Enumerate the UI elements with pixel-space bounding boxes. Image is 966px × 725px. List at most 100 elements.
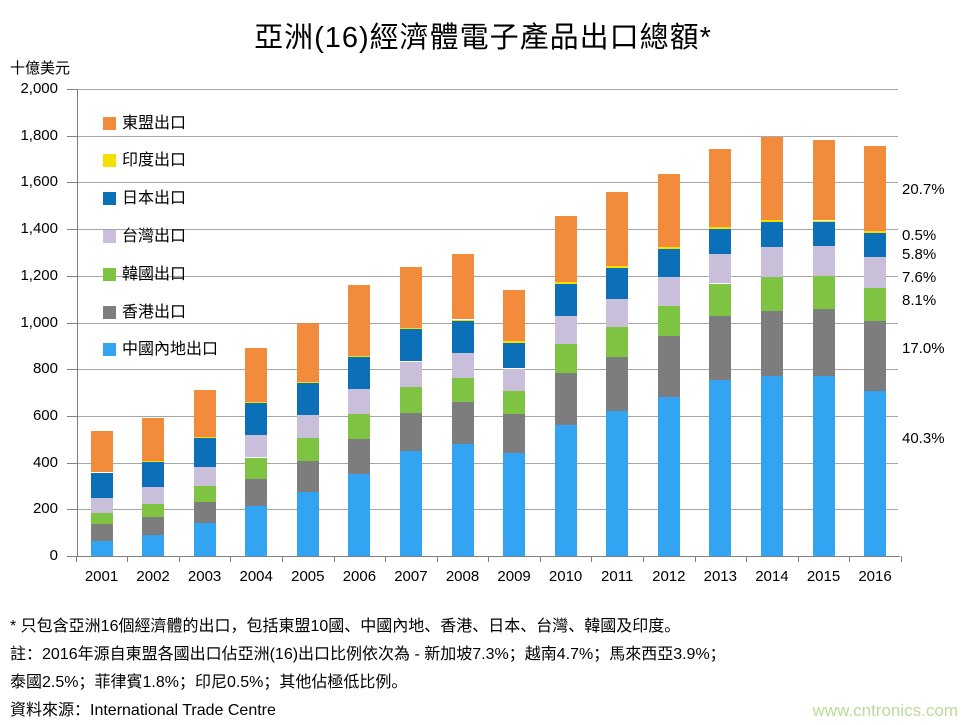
bar-2002-taiwan — [142, 486, 165, 504]
bar-2016-india — [864, 231, 886, 234]
gridline — [77, 369, 898, 371]
legend-swatch-taiwan — [103, 229, 116, 243]
bar-2005-korea — [296, 437, 319, 461]
bar-2007-japan — [399, 328, 422, 362]
footnote-1: * 只包含亞洲16個經濟體的出口，包括東盟10國、中國內地、香港、日本、台灣、韓… — [10, 618, 681, 635]
y-axis-line — [77, 89, 78, 556]
bar-2002-asean — [142, 418, 165, 461]
bar-2007-india — [399, 327, 422, 329]
share-2016-label-china: 40.3% — [902, 429, 945, 447]
x-axis-label-2011: 2011 — [601, 568, 634, 585]
bar-2016-taiwan — [864, 257, 886, 289]
bar-2011-japan — [606, 268, 629, 299]
x-axis-tick-mark — [746, 556, 748, 562]
bar-2005-asean — [296, 322, 319, 382]
bar-2008-korea — [451, 377, 474, 403]
legend-label-india: 印度出口 — [122, 152, 187, 170]
bar-2013-asean — [709, 148, 732, 227]
gridline — [77, 229, 898, 231]
bar-2004-asean — [245, 348, 268, 403]
bar-2011-india — [606, 266, 629, 269]
legend-swatch-korea — [103, 267, 116, 281]
x-axis-tick-mark — [230, 556, 232, 562]
bar-2014-taiwan — [760, 246, 783, 277]
bar-2010-taiwan — [554, 315, 577, 344]
y-axis-tick-label: 1,000 — [20, 313, 58, 331]
bar-2003-india — [193, 437, 216, 439]
bar-2016-asean — [864, 146, 886, 232]
gridline — [77, 462, 898, 464]
bar-2001-asean — [90, 431, 113, 473]
bar-2011-china — [606, 411, 629, 556]
bar-2004-korea — [245, 457, 268, 479]
y-axis-tick-label: 0 — [49, 547, 58, 564]
bar-2001-taiwan — [90, 497, 113, 513]
bar-2006-hongkong — [348, 438, 371, 475]
bar-2003-korea — [193, 485, 216, 502]
x-axis-label-2002: 2002 — [136, 568, 170, 585]
bar-2015-japan — [812, 222, 835, 246]
bar-2002-korea — [142, 503, 165, 517]
x-axis-tick-mark — [849, 556, 851, 562]
x-axis-label-2008: 2008 — [445, 568, 480, 585]
bar-2004-japan — [245, 402, 268, 436]
y-axis-tick-mark — [67, 369, 77, 371]
y-axis-tick-mark — [67, 182, 77, 184]
bar-2007-asean — [399, 266, 422, 328]
x-axis-label-2004: 2004 — [239, 568, 273, 585]
bar-2011-hongkong — [606, 357, 629, 412]
bar-2005-india — [296, 382, 319, 383]
x-axis-tick-mark — [436, 556, 438, 562]
bar-2016-japan — [864, 233, 886, 258]
bar-2004-taiwan — [245, 435, 268, 458]
y-axis-tick-label: 1,600 — [20, 173, 58, 191]
bar-2014-japan — [760, 222, 783, 247]
bar-2009-taiwan — [503, 368, 526, 391]
bar-2010-china — [554, 425, 577, 556]
bar-2009-japan — [503, 342, 526, 369]
legend-label-asean: 東盟出口 — [122, 114, 187, 132]
bar-2013-hongkong — [709, 316, 732, 380]
bar-2007-china — [399, 450, 422, 556]
x-axis-label-2013: 2013 — [703, 568, 737, 585]
bar-2010-korea — [554, 343, 577, 374]
y-axis-tick-mark — [67, 509, 77, 511]
x-axis-tick-mark — [178, 556, 180, 562]
bar-2008-hongkong — [451, 402, 474, 444]
bar-2011-taiwan — [606, 298, 629, 327]
x-axis-label-2012: 2012 — [652, 568, 686, 585]
legend-swatch-japan — [103, 192, 116, 206]
y-axis-tick-mark — [67, 556, 77, 557]
bar-2009-korea — [503, 390, 526, 414]
bar-2001-korea — [90, 512, 113, 524]
x-axis-label-2006: 2006 — [342, 568, 377, 585]
bar-2006-japan — [348, 356, 371, 390]
x-axis-line — [76, 556, 900, 557]
share-2016-label-india: 0.5% — [902, 226, 937, 244]
y-axis-tick-label: 800 — [32, 360, 58, 378]
bar-2004-india — [245, 402, 268, 404]
bar-2001-china — [90, 540, 113, 556]
bar-2004-hongkong — [245, 478, 268, 506]
x-axis-label-2007: 2007 — [394, 568, 428, 585]
bar-2016-hongkong — [864, 321, 886, 391]
x-axis-tick-mark — [385, 556, 387, 562]
bar-2006-china — [348, 474, 371, 556]
y-axis-tick-mark — [67, 229, 77, 231]
bar-2012-japan — [657, 249, 680, 278]
bar-2002-india — [142, 460, 165, 462]
bar-2003-hongkong — [193, 502, 216, 524]
x-axis-label-2014: 2014 — [755, 568, 789, 585]
bar-2014-india — [760, 220, 783, 223]
y-axis-tick-label: 1,800 — [20, 126, 58, 144]
bar-2014-asean — [760, 136, 783, 221]
bar-2010-asean — [554, 216, 577, 282]
legend-label-china: 中國內地出口 — [122, 341, 219, 359]
bar-2015-korea — [812, 276, 835, 309]
bar-2005-china — [296, 491, 319, 556]
x-axis-tick-mark — [591, 556, 593, 562]
bar-2013-korea — [709, 283, 732, 317]
bar-2005-hongkong — [296, 460, 319, 492]
x-axis-tick-mark — [797, 556, 799, 562]
x-axis-tick-mark — [694, 556, 696, 562]
